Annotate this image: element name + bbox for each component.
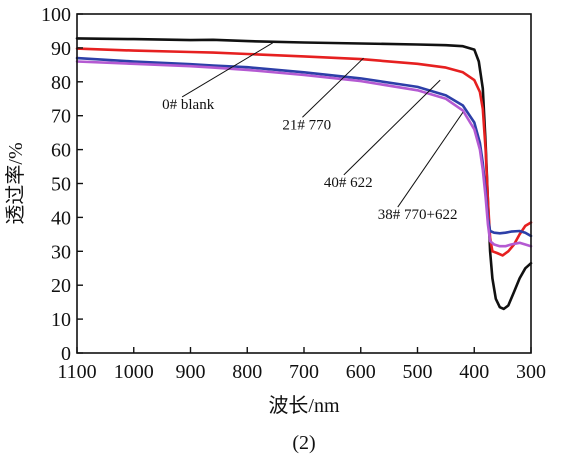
y-tick-label: 70: [51, 106, 71, 128]
series-line-3: [75, 60, 533, 248]
annotation-label: 0# blank: [162, 97, 215, 113]
series-line-2: [75, 56, 533, 238]
annotation-label: 21# 770: [282, 117, 331, 133]
x-tick-label: 600: [346, 361, 376, 383]
x-tick-label: 1000: [114, 361, 154, 383]
y-tick-label: 100: [41, 4, 71, 26]
x-tick-label: 900: [176, 361, 206, 383]
y-tick-label: 40: [51, 207, 71, 229]
annotation-label: 40# 622: [324, 175, 373, 191]
x-tick-label: 1100: [57, 361, 96, 383]
y-tick-label: 90: [51, 38, 71, 60]
series-line-0: [75, 37, 533, 311]
figure-caption: (2): [292, 432, 315, 454]
annotation-leader-line: [343, 79, 441, 176]
annotation-label: 38# 770+622: [378, 207, 458, 223]
x-tick-label: 400: [459, 361, 489, 383]
y-tick-label: 30: [51, 241, 71, 263]
y-tick-label: 80: [51, 72, 71, 94]
y-tick-label: 20: [51, 275, 71, 297]
series-line-1: [75, 47, 533, 257]
annotation-leader-line: [302, 57, 364, 118]
y-tick-label: 0: [61, 343, 71, 365]
x-tick-label: 800: [232, 361, 262, 383]
y-tick-label: 50: [51, 174, 71, 196]
x-tick-label: 700: [289, 361, 319, 383]
y-tick-label: 60: [51, 140, 71, 162]
annotation-leader-line: [181, 42, 274, 98]
series-layer: [75, 37, 533, 311]
x-tick-label: 300: [516, 361, 546, 383]
ticks-layer: 1100 1000 900 800 700 600 500 400 300 0 10 20 30 40 50…: [41, 4, 546, 383]
y-tick-label: 10: [51, 309, 71, 331]
annotation-leader-line: [397, 112, 464, 208]
x-axis-title: 波长/nm: [268, 394, 340, 417]
x-tick-label: 500: [403, 361, 433, 383]
annotation-layer: 0# blank 21# 770 40# 622 38# 770+622: [162, 42, 464, 223]
y-axis-title: 透过率/%: [4, 142, 27, 224]
